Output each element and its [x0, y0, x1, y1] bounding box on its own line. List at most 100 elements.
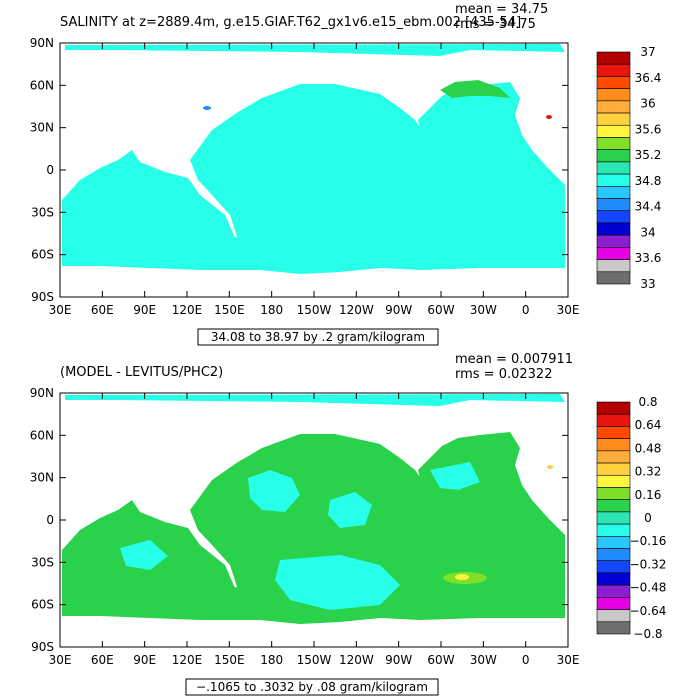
- y-axis-ticks: 90N 60N 30N 0 30S 60S 90S: [30, 386, 568, 654]
- colorbar-swatch: [596, 511, 631, 525]
- y-tick-label: 60N: [30, 428, 54, 442]
- colorbar-label: −0.32: [630, 557, 667, 571]
- colorbar-swatch: [596, 548, 631, 562]
- colorbar-swatch: [596, 161, 631, 175]
- colorbar-swatch: [596, 572, 631, 586]
- mean-label: mean = 0.007911: [455, 352, 573, 367]
- y-axis-ticks: 90N 60N 30N 0 30S 60S 90S: [30, 36, 568, 304]
- colorbar-label: 0: [644, 511, 652, 525]
- colorbar-label: 36.4: [635, 71, 662, 85]
- colorbar-label: 0.16: [635, 488, 662, 502]
- colorbar-swatch: [596, 173, 631, 187]
- colorbar-label: −0.16: [630, 534, 667, 548]
- x-tick-label: 150W: [297, 653, 332, 667]
- chart-title: (MODEL - LEVITUS/PHC2): [60, 365, 223, 380]
- colorbar-swatch: [596, 76, 631, 89]
- x-tick-label: 90W: [385, 303, 412, 317]
- x-tick-label: 30E: [49, 653, 72, 667]
- x-tick-label: 30W: [470, 303, 497, 317]
- y-tick-label: 60S: [31, 598, 54, 612]
- colorbar-swatch: [596, 487, 631, 500]
- y-tick-label: 90N: [30, 386, 54, 400]
- colorbar-label: 34.8: [635, 174, 662, 188]
- colorbar-label: 33.6: [635, 251, 662, 265]
- colorbar-swatch: [596, 259, 631, 273]
- x-tick-label: 60W: [427, 303, 454, 317]
- colorbar-label: 37: [640, 45, 655, 59]
- y-tick-label: 30N: [30, 121, 54, 135]
- mean-label: mean = 34.75: [455, 2, 548, 17]
- colorbar-swatch: [596, 450, 631, 464]
- colorbar: 37 36.4 36 35.6 35.2 34.8 34.4 34 33.6 33: [596, 45, 662, 291]
- colorbar-label: −0.8: [633, 627, 662, 641]
- x-tick-label: 150E: [214, 653, 245, 667]
- colorbar-swatch: [596, 137, 631, 150]
- x-tick-label: 120E: [172, 653, 203, 667]
- x-axis-ticks: 30E 60E 90E 120E 150E 180 150W 120W 90W 60W 30W 0 30…: [49, 43, 579, 317]
- colorbar-swatch: [596, 63, 631, 77]
- colorbar-swatch: [596, 186, 631, 199]
- colorbar: 0.8 0.64 0.48 0.32 0.16 0 −0.16 −0.32 −0.48 −0.64…: [596, 395, 667, 641]
- colorbar-label: 34: [640, 225, 655, 239]
- colorbar-swatch: [596, 401, 631, 415]
- chart-title: SALINITY at z=2889.4m, g.e15.GIAF.T62_gx…: [60, 15, 521, 30]
- x-tick-label: 60E: [91, 303, 114, 317]
- colorbar-swatch: [596, 51, 631, 65]
- x-tick-label: 150E: [214, 303, 245, 317]
- panel-salinity: SALINITY at z=2889.4m, g.e15.GIAF.T62_gx…: [30, 2, 662, 346]
- colorbar-swatch: [596, 560, 631, 574]
- colorbar-label: 34.4: [635, 200, 662, 214]
- y-tick-label: 60S: [31, 248, 54, 262]
- colorbar-swatch: [596, 112, 631, 126]
- colorbar-label: 0.48: [635, 441, 662, 455]
- y-tick-label: 0: [46, 163, 54, 177]
- x-tick-label: 90E: [133, 653, 156, 667]
- colorbar-swatch: [596, 523, 631, 537]
- x-tick-label: 120W: [339, 303, 374, 317]
- x-tick-label: 30E: [557, 653, 580, 667]
- x-tick-label: 0: [522, 653, 530, 667]
- colorbar-label: −0.64: [630, 604, 667, 618]
- colorbar-swatch: [596, 597, 631, 610]
- colorbar-swatch: [596, 609, 631, 623]
- rms-label: rms = 34.75: [455, 17, 536, 32]
- x-tick-label: 150W: [297, 303, 332, 317]
- colorbar-swatch: [596, 100, 631, 114]
- colorbar-swatch: [596, 536, 631, 549]
- colorbar-swatch: [596, 499, 631, 513]
- colorbar-swatch: [596, 426, 631, 439]
- x-tick-label: 120E: [172, 303, 203, 317]
- colorbar-label: 33: [640, 277, 655, 291]
- range-box: [185, 678, 439, 696]
- colorbar-swatch: [596, 124, 631, 138]
- colorbar-swatch: [596, 198, 631, 212]
- y-tick-label: 30N: [30, 471, 54, 485]
- y-tick-label: 30S: [31, 205, 54, 219]
- colorbar-swatch: [596, 438, 631, 452]
- ocean-field: [62, 44, 565, 274]
- colorbar-swatch: [596, 462, 631, 476]
- colorbar-swatch: [596, 584, 631, 598]
- colorbar-swatch: [596, 247, 631, 260]
- y-tick-label: 0: [46, 513, 54, 527]
- y-tick-label: 90S: [31, 290, 54, 304]
- x-tick-label: 90E: [133, 303, 156, 317]
- panel-difference: (MODEL - LEVITUS/PHC2) mean = 0.007911 r…: [30, 352, 667, 696]
- rms-label: rms = 0.02322: [455, 367, 552, 382]
- colorbar-label: 0.64: [635, 418, 662, 432]
- range-note: 34.08 to 38.97 by .2 gram/kilogram: [211, 330, 425, 344]
- x-tick-label: 60W: [427, 653, 454, 667]
- x-tick-label: 0: [522, 303, 530, 317]
- x-axis-ticks: 30E 60E 90E 120E 150E 180 150W 120W 90W 60W 30W 0 30…: [49, 393, 580, 667]
- y-tick-label: 30S: [31, 555, 54, 569]
- colorbar-swatch: [596, 149, 631, 163]
- colorbar-swatch: [596, 621, 631, 635]
- y-tick-label: 90N: [30, 36, 54, 50]
- colorbar-label: 36: [640, 97, 655, 111]
- x-tick-label: 30E: [49, 303, 72, 317]
- x-tick-label: 120W: [339, 653, 374, 667]
- colorbar-swatch: [596, 271, 631, 285]
- colorbar-label: −0.48: [630, 581, 667, 595]
- x-tick-label: 30W: [470, 653, 497, 667]
